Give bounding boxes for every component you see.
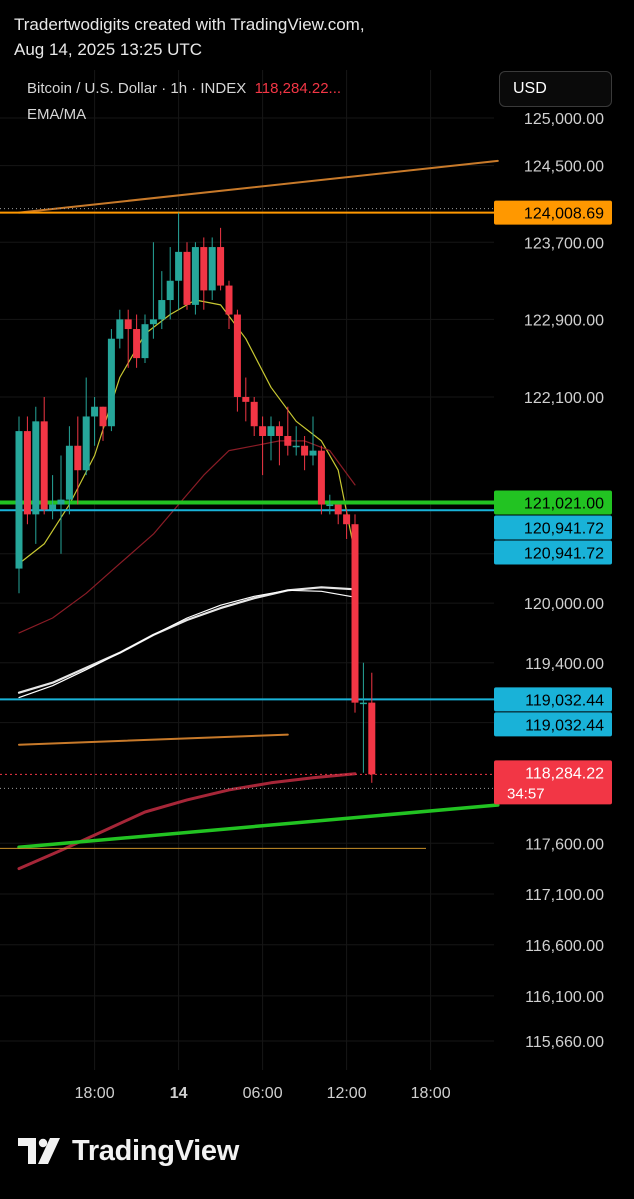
- candle-body: [32, 421, 40, 515]
- chart-legend: Bitcoin / U.S. Dollar · 1h · INDEX 118,2…: [27, 80, 341, 97]
- price-tick-label: 119,400.00: [525, 656, 604, 673]
- candle-body: [158, 300, 166, 320]
- last-price-label: 118,284.22: [525, 765, 604, 782]
- candle-body: [217, 247, 225, 286]
- price-tick-label: 117,600.00: [525, 836, 604, 853]
- time-axis: 18:00 14 06:00 12:00 18:00: [75, 1085, 451, 1102]
- price-badge: [494, 515, 612, 540]
- candle-body: [351, 524, 359, 703]
- countdown-label: 34:57: [507, 785, 545, 802]
- price-tick-label: 124,500.00: [524, 159, 604, 176]
- price-badge: [494, 490, 612, 515]
- candle-body: [208, 247, 216, 291]
- white-ma-1-line: [17, 586, 357, 694]
- price-badge-label: 120,941.72: [524, 545, 604, 562]
- tradingview-logo-icon: [18, 1138, 60, 1164]
- candle-body: [166, 280, 174, 301]
- candle-body: [183, 251, 191, 305]
- upper-trendline-line: [18, 159, 499, 214]
- price-tick-label: 117,100.00: [525, 887, 604, 904]
- candle-body: [275, 426, 283, 436]
- price-tick-label: 115,660.00: [525, 1034, 604, 1051]
- price-tick-label: 125,000.00: [524, 111, 604, 128]
- candle-body: [141, 324, 149, 359]
- candle-body: [15, 431, 23, 569]
- candle-body: [191, 247, 199, 305]
- time-tick-label: 06:00: [243, 1085, 283, 1102]
- candle-body: [200, 247, 208, 291]
- candle-body: [124, 319, 132, 330]
- candle-body: [133, 329, 141, 359]
- price-badge-label: 124,008.69: [524, 206, 604, 223]
- candle-body: [334, 504, 342, 515]
- footer-brand: TradingView: [72, 1135, 239, 1167]
- candle-body: [149, 319, 157, 325]
- indicator-lines: [17, 159, 500, 871]
- candle-body: [368, 702, 376, 775]
- credit-line-date: Aug 14, 2025 13:25 UTC: [14, 40, 203, 59]
- candle-body: [65, 445, 73, 500]
- price-tick-label: 116,100.00: [525, 989, 604, 1006]
- grid-lines: [0, 70, 494, 1070]
- candle-body: [259, 426, 267, 436]
- price-badge-label: 121,021.00: [524, 495, 604, 512]
- price-badge: [494, 687, 612, 712]
- price-badges: 124,008.69 121,021.00 120,941.72 120,941.72…: [494, 200, 612, 805]
- price-chart[interactable]: 125,000.00 124,500.00 123,700.00 122,900.00…: [0, 70, 634, 1110]
- candle-body: [116, 319, 124, 339]
- indicator-label[interactable]: EMA/MA: [27, 106, 87, 123]
- candle-body: [91, 406, 99, 417]
- white-ma-2-line: [18, 589, 356, 699]
- candle-body: [242, 396, 250, 402]
- candle-body: [284, 435, 292, 446]
- price-tick-label: 120,000.00: [524, 596, 604, 613]
- time-tick-label: 14: [170, 1085, 188, 1102]
- price-tick-label: 122,100.00: [524, 390, 604, 407]
- price-badge: [494, 540, 612, 565]
- price-axis: 125,000.00 124,500.00 123,700.00 122,900.00…: [524, 111, 604, 1051]
- legend-last-price: 118,284.22...: [254, 80, 342, 97]
- candle-body: [49, 504, 57, 510]
- price-badge-label: 119,032.44: [525, 717, 604, 734]
- candle-body: [175, 251, 183, 281]
- candle-body: [23, 431, 31, 515]
- candle-body: [57, 499, 65, 505]
- candles: [15, 212, 376, 783]
- candle-body: [40, 421, 48, 510]
- candle-body: [225, 285, 233, 315]
- time-tick-label: 18:00: [411, 1085, 451, 1102]
- symbol-label: Bitcoin / U.S. Dollar · 1h · INDEX: [27, 80, 247, 97]
- price-badge: [494, 200, 612, 225]
- candle-body: [250, 401, 258, 427]
- currency-button[interactable]: USD: [499, 71, 612, 107]
- price-badge-label: 120,941.72: [524, 520, 604, 537]
- green-trendline-line: [17, 803, 500, 850]
- candle-body: [309, 450, 317, 456]
- candle-body: [301, 445, 309, 456]
- price-badge: [494, 712, 612, 737]
- time-tick-label: 12:00: [327, 1085, 367, 1102]
- price-tick-label: 116,600.00: [525, 938, 604, 955]
- horizontal-levels: [0, 208, 494, 849]
- candle-body: [359, 702, 367, 705]
- credit-line-author: Tradertwodigits created with TradingView…: [14, 15, 365, 34]
- candle-body: [326, 504, 334, 507]
- mid-orange-segment-line: [18, 733, 289, 746]
- candle-body: [82, 416, 90, 471]
- candle-body: [233, 314, 241, 397]
- last-price-badge: [494, 760, 612, 805]
- price-badge-label: 119,032.44: [525, 692, 604, 709]
- candle-body: [74, 445, 82, 471]
- candle-body: [107, 338, 115, 427]
- candle-body: [267, 426, 275, 436]
- price-tick-label: 123,700.00: [524, 235, 604, 252]
- price-tick-label: 122,900.00: [524, 312, 604, 329]
- candle-body: [99, 406, 107, 427]
- candle-body: [317, 450, 325, 505]
- time-tick-label: 18:00: [75, 1085, 115, 1102]
- candle-body: [292, 445, 300, 448]
- candle-body: [343, 514, 351, 525]
